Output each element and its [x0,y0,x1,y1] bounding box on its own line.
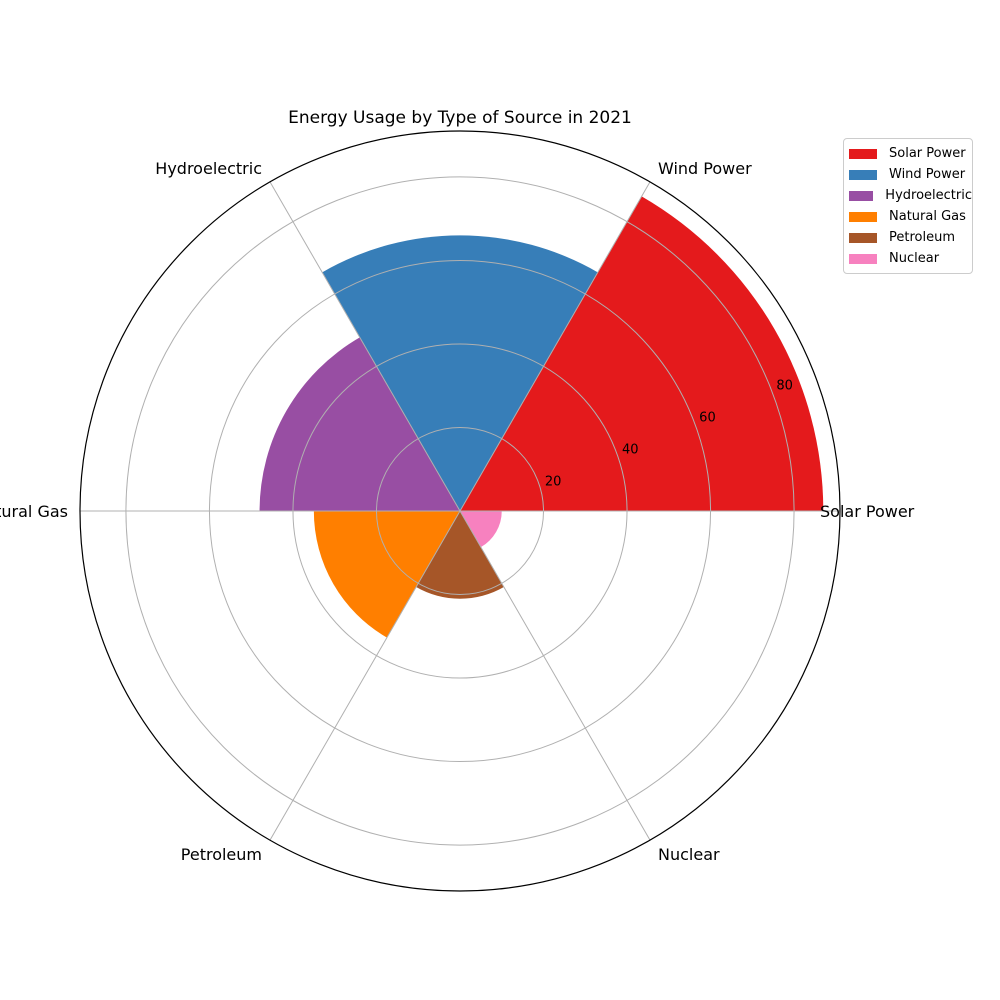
category-label: Petroleum [181,845,262,864]
legend-label: Hydroelectric [885,188,972,203]
category-label: Natural Gas [0,502,68,521]
legend-swatch [849,254,877,264]
legend-item-solar: Solar Power [844,143,972,164]
legend-label: Nuclear [889,251,939,266]
category-label: Nuclear [658,845,720,864]
legend-item-petroleum: Petroleum [844,227,972,248]
bars-group [260,196,824,637]
legend-label: Wind Power [889,167,965,182]
legend-swatch [849,233,877,243]
radial-tick-label: 80 [776,379,793,394]
radial-tick-label: 40 [622,443,639,458]
legend-item-gas: Natural Gas [844,206,972,227]
legend: Solar Power Wind Power Hydroelectric Nat… [843,138,973,274]
legend-item-hydro: Hydroelectric [844,185,972,206]
legend-swatch [849,212,877,222]
chart-title: Energy Usage by Type of Source in 2021 [288,108,632,128]
radial-tick-label: 20 [545,475,562,490]
legend-label: Solar Power [889,146,966,161]
category-label: Hydroelectric [155,159,262,178]
legend-label: Petroleum [889,230,955,245]
legend-item-wind: Wind Power [844,164,972,185]
legend-item-nuclear: Nuclear [844,248,972,269]
legend-swatch [849,170,877,180]
legend-swatch [849,191,873,201]
legend-label: Natural Gas [889,209,966,224]
category-label: Wind Power [658,159,752,178]
category-label: Solar Power [820,502,915,521]
legend-swatch [849,149,877,159]
radial-tick-label: 60 [699,411,716,426]
